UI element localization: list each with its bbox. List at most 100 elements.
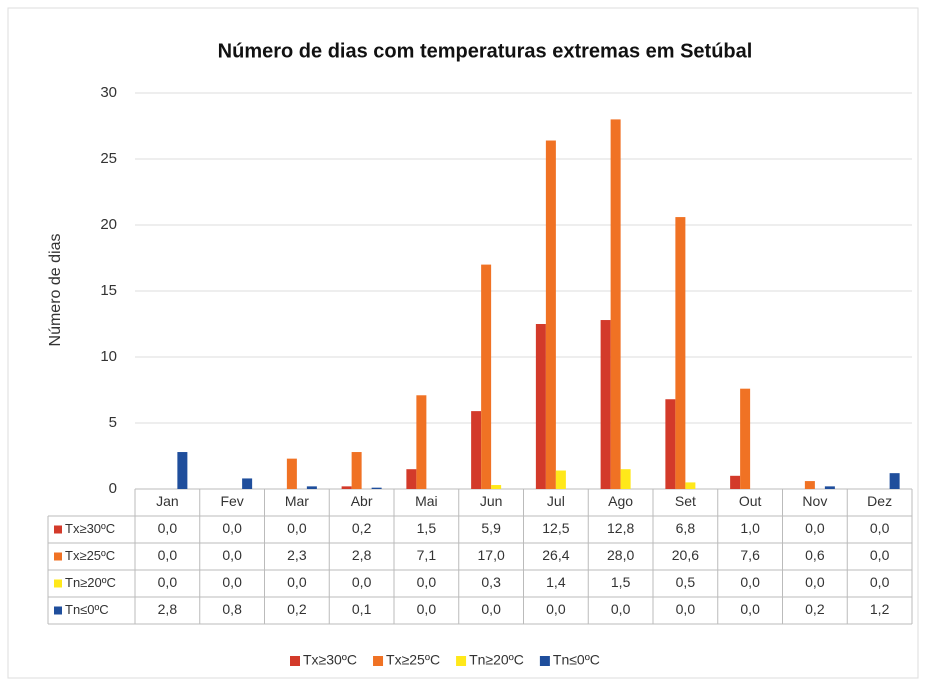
x-tick-label: Dez (867, 493, 892, 509)
y-axis-label: Número de dias (47, 234, 64, 347)
table-cell: 0,2 (805, 601, 825, 617)
table-cell: 26,4 (542, 547, 569, 563)
y-tick-label: 10 (100, 348, 117, 365)
bar (481, 264, 492, 489)
table-cell: 0,5 (676, 574, 696, 590)
y-tick-label: 25 (100, 150, 117, 167)
table-cell: 1,2 (870, 601, 890, 617)
bar (341, 486, 352, 489)
legend-swatch (54, 525, 62, 534)
bar (491, 485, 502, 489)
legend-label: Tn≥20ºC (469, 652, 524, 668)
bar (545, 140, 556, 489)
bar (620, 469, 631, 489)
y-tick-label: 5 (109, 414, 117, 431)
table-cell: 7,1 (417, 547, 437, 563)
row-label: Tn≥20ºC (65, 575, 116, 590)
table-cell: 0,0 (158, 520, 178, 536)
bar (685, 482, 696, 489)
table-cell: 0,0 (417, 601, 437, 617)
table-cell: 0,0 (417, 574, 437, 590)
table-cell: 0,0 (287, 520, 307, 536)
y-tick-label: 20 (100, 216, 117, 233)
table-cell: 0,0 (158, 547, 178, 563)
bar (675, 217, 686, 489)
table-cell: 2,8 (158, 601, 178, 617)
table-cell: 1,5 (417, 520, 437, 536)
table-cell: 0,0 (352, 574, 372, 590)
table-cell: 0,2 (352, 520, 372, 536)
table-cell: 12,8 (607, 520, 634, 536)
table-cell: 0,0 (676, 601, 696, 617)
bar (406, 469, 417, 489)
row-label: Tn≤0ºC (65, 602, 109, 617)
y-tick-label: 30 (100, 84, 117, 101)
legend-swatch (456, 656, 467, 666)
table-cell: 1,4 (546, 574, 566, 590)
table-cell: 0,0 (805, 520, 825, 536)
x-tick-label: Jun (480, 493, 503, 509)
legend-swatch (54, 606, 62, 615)
x-tick-label: Out (739, 493, 762, 509)
x-tick-label: Mar (285, 493, 309, 509)
table-cell: 0,0 (222, 520, 242, 536)
table-cell: 17,0 (478, 547, 505, 563)
table-cell: 1,5 (611, 574, 631, 590)
x-tick-label: Mai (415, 493, 438, 509)
table-cell: 0,0 (481, 601, 501, 617)
table-cell: 0,0 (611, 601, 631, 617)
bar (610, 119, 621, 490)
table-cell: 0,0 (158, 574, 178, 590)
table-cell: 2,8 (352, 547, 372, 563)
x-tick-label: Set (675, 493, 696, 509)
chart-frame (7, 7, 919, 679)
table-cell: 5,9 (481, 520, 501, 536)
bar (665, 399, 676, 489)
bar (600, 320, 611, 489)
bar (242, 478, 253, 489)
table-cell: 0,0 (870, 547, 890, 563)
bar (730, 475, 741, 489)
bar (804, 481, 815, 489)
bar (740, 388, 751, 489)
y-tick-label: 15 (100, 282, 117, 299)
table-cell: 0,8 (222, 601, 242, 617)
row-label: Tx≥30ºC (65, 521, 115, 536)
x-tick-label: Nov (802, 493, 827, 509)
bar (889, 473, 900, 489)
y-tick-label: 0 (109, 480, 117, 497)
table-cell: 0,0 (222, 547, 242, 563)
legend-label: Tx≥30ºC (303, 652, 357, 668)
legend-label: Tx≥25ºC (386, 652, 440, 668)
table-cell: 0,1 (352, 601, 372, 617)
bar (535, 324, 546, 489)
table-cell: 0,0 (870, 520, 890, 536)
table-cell: 2,3 (287, 547, 307, 563)
bar (824, 486, 835, 489)
table-cell: 1,0 (740, 520, 760, 536)
row-label: Tx≥25ºC (65, 548, 115, 563)
x-tick-label: Jan (156, 493, 179, 509)
bar (371, 487, 382, 489)
bar (471, 411, 482, 489)
x-tick-label: Ago (608, 493, 633, 509)
bar (286, 458, 297, 489)
table-cell: 0,0 (740, 574, 760, 590)
bar (351, 452, 362, 489)
legend-swatch (54, 579, 62, 588)
bar (306, 486, 317, 489)
x-tick-label: Jul (547, 493, 565, 509)
table-cell: 7,6 (740, 547, 760, 563)
table-cell: 0,0 (546, 601, 566, 617)
table-cell: 0,6 (805, 547, 825, 563)
legend-label: Tn≤0ºC (553, 652, 600, 668)
bar (416, 395, 427, 489)
table-cell: 0,0 (287, 574, 307, 590)
table-cell: 0,0 (805, 574, 825, 590)
table-cell: 28,0 (607, 547, 634, 563)
legend-swatch (373, 656, 384, 666)
chart-title: Número de dias com temperaturas extremas… (218, 40, 753, 62)
legend-swatch (290, 656, 300, 666)
bar (177, 452, 188, 489)
